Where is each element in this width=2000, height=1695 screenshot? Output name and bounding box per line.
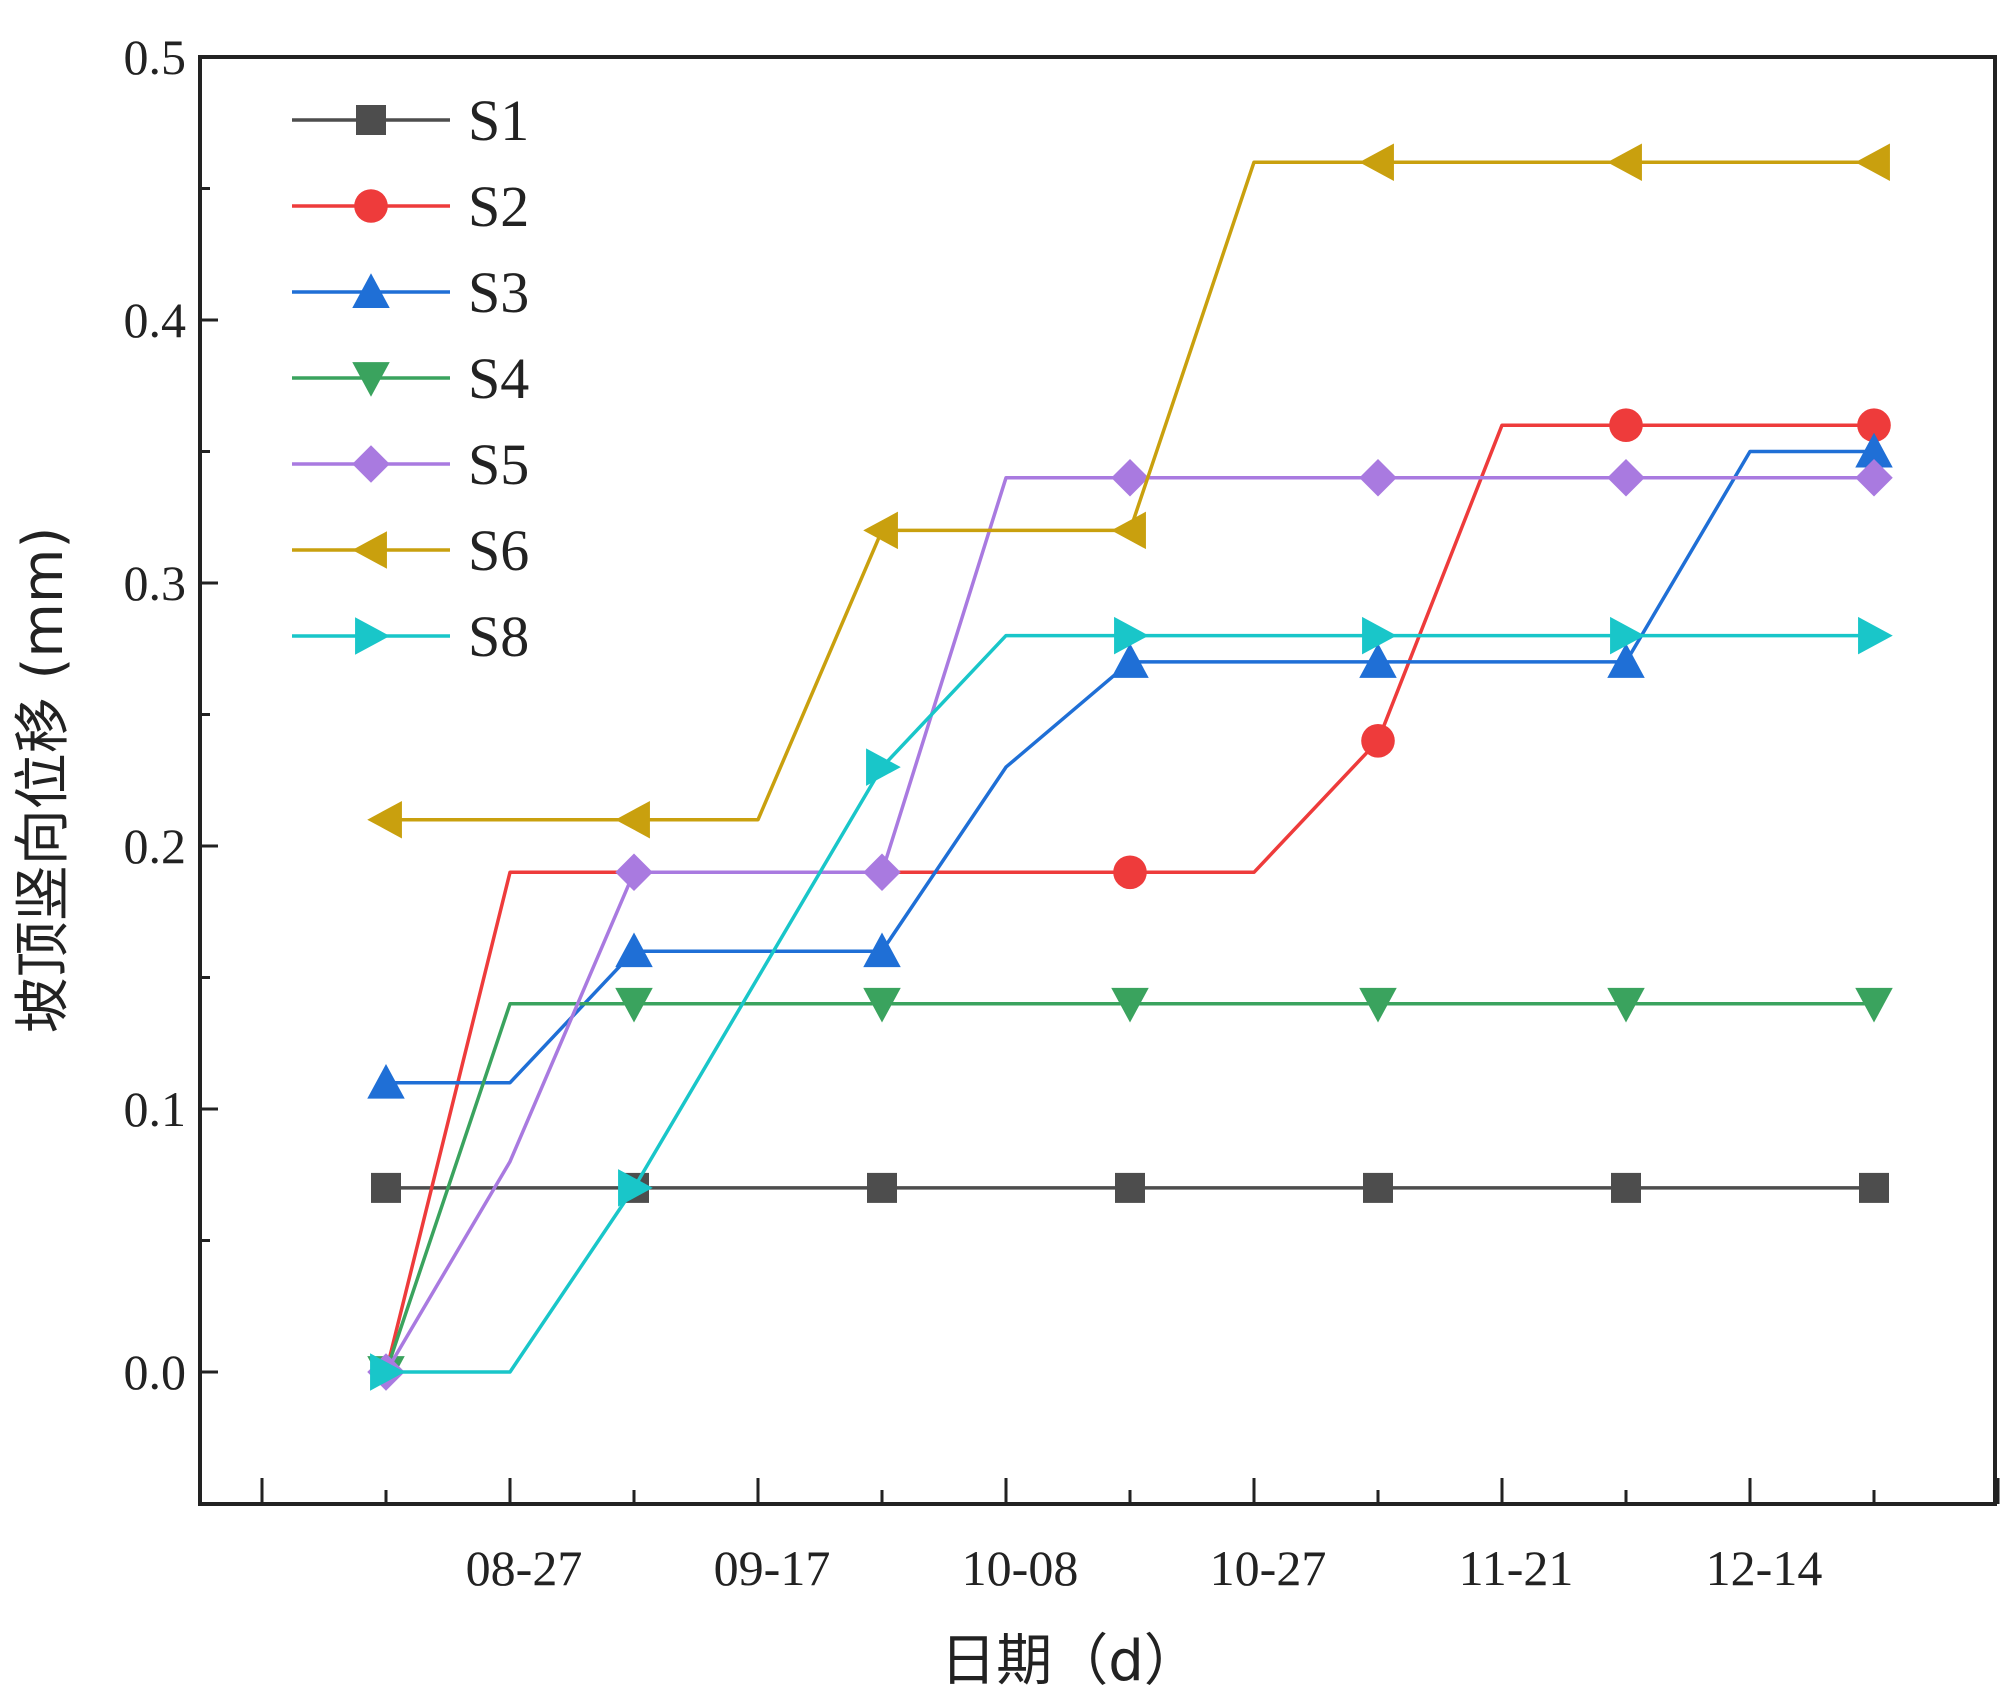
legend-item-S6: S6 <box>292 518 529 583</box>
x-tick-label: 12-14 <box>1706 1540 1823 1596</box>
x-axis: 08-27 09-17 10-08 10-27 11-21 12-14 <box>260 1478 2000 1596</box>
y-tick-label: 0.0 <box>124 1344 187 1400</box>
data-point-S8 <box>618 1169 653 1207</box>
data-point-S1 <box>1363 1172 1393 1203</box>
data-point-S2 <box>1609 408 1643 443</box>
data-point-S6 <box>1855 143 1890 181</box>
data-point-S6 <box>863 511 898 550</box>
data-point-S1 <box>1859 1172 1889 1203</box>
legend-label: S8 <box>468 604 529 669</box>
legend-marker <box>352 445 390 483</box>
legend-label: S1 <box>468 88 529 153</box>
legend-label: S4 <box>468 346 529 411</box>
legend: S1 S2 S3 S4 S5 S6 S8 <box>292 88 529 669</box>
data-point-S3 <box>1607 643 1645 678</box>
legend-item-S5: S5 <box>292 432 529 497</box>
data-point-S4 <box>1359 987 1397 1023</box>
data-point-S3 <box>615 932 653 968</box>
legend-label: S6 <box>468 518 529 583</box>
data-point-S4 <box>863 987 901 1023</box>
plot-frame <box>198 55 1997 1506</box>
data-point-S3 <box>367 1063 405 1099</box>
data-point-S5 <box>1111 459 1149 497</box>
data-point-S8 <box>866 748 901 786</box>
legend-marker <box>356 105 386 135</box>
x-tick-label: 10-27 <box>1210 1540 1327 1596</box>
data-point-S5 <box>1607 459 1645 497</box>
series-S2 <box>384 408 1891 1373</box>
data-point-S6 <box>1607 143 1642 181</box>
legend-label: S5 <box>468 432 529 497</box>
data-point-S3 <box>1855 432 1893 468</box>
y-tick-label: 0.5 <box>124 29 187 85</box>
data-point-S8 <box>370 1353 405 1391</box>
x-tick-label: 10-08 <box>962 1540 1079 1596</box>
data-point-S8 <box>1114 616 1149 655</box>
legend-item-S1: S1 <box>292 88 529 153</box>
series-S8 <box>370 616 1893 1391</box>
data-point-S2 <box>1113 855 1147 890</box>
data-point-S4 <box>1111 987 1149 1023</box>
series-layer <box>367 143 1893 1391</box>
y-axis: 0.0 0.1 0.2 0.3 0.4 0.5 <box>124 29 218 1505</box>
data-point-S8 <box>1362 616 1397 655</box>
data-point-S1 <box>1115 1172 1145 1203</box>
x-tick-label: 11-21 <box>1459 1540 1574 1596</box>
series-S3 <box>367 432 1893 1099</box>
series-S6 <box>367 143 1890 839</box>
y-tick-label: 0.4 <box>124 292 187 348</box>
x-axis-title: 日期（d） <box>940 1629 1200 1694</box>
legend-item-S3: S3 <box>292 260 529 325</box>
data-point-S1 <box>867 1172 897 1203</box>
x-tick-label: 08-27 <box>466 1540 583 1596</box>
data-point-S6 <box>1111 511 1146 550</box>
series-S4 <box>367 987 1893 1391</box>
data-point-S5 <box>615 853 653 892</box>
data-point-S6 <box>615 800 650 839</box>
data-point-S2 <box>1857 408 1891 443</box>
series-line-S5 <box>384 476 1874 1373</box>
series-S1 <box>371 1172 1889 1203</box>
data-point-S3 <box>1359 643 1397 678</box>
data-point-S5 <box>1855 459 1893 497</box>
data-point-S5 <box>1359 459 1397 497</box>
legend-marker <box>354 189 388 223</box>
data-point-S6 <box>1359 143 1394 181</box>
legend-marker <box>352 273 390 308</box>
data-point-S4 <box>1607 987 1645 1023</box>
legend-marker <box>355 617 390 655</box>
legend-marker <box>352 362 390 397</box>
y-axis-title: 坡顶竖向位移 (mm) <box>11 527 76 1034</box>
y-tick-label: 0.1 <box>124 1081 187 1137</box>
data-point-S8 <box>1610 616 1645 655</box>
legend-item-S8: S8 <box>292 604 529 669</box>
data-point-S5 <box>863 853 901 892</box>
data-point-S4 <box>615 987 653 1023</box>
y-tick-label: 0.2 <box>124 818 187 874</box>
y-tick-label: 0.3 <box>124 555 187 611</box>
legend-item-S2: S2 <box>292 174 529 239</box>
data-point-S1 <box>371 1172 401 1203</box>
data-point-S3 <box>1111 643 1149 678</box>
series-line-S2 <box>384 423 1874 1373</box>
legend-label: S2 <box>468 174 529 239</box>
legend-label: S3 <box>468 260 529 325</box>
x-tick-label: 09-17 <box>714 1540 831 1596</box>
data-point-S4 <box>1855 987 1893 1023</box>
legend-item-S4: S4 <box>292 346 529 411</box>
data-point-S8 <box>1858 616 1893 655</box>
data-point-S6 <box>367 800 402 839</box>
data-point-S2 <box>1361 724 1395 758</box>
legend-marker <box>352 531 387 569</box>
data-point-S1 <box>1611 1172 1641 1203</box>
data-point-S3 <box>863 932 901 968</box>
